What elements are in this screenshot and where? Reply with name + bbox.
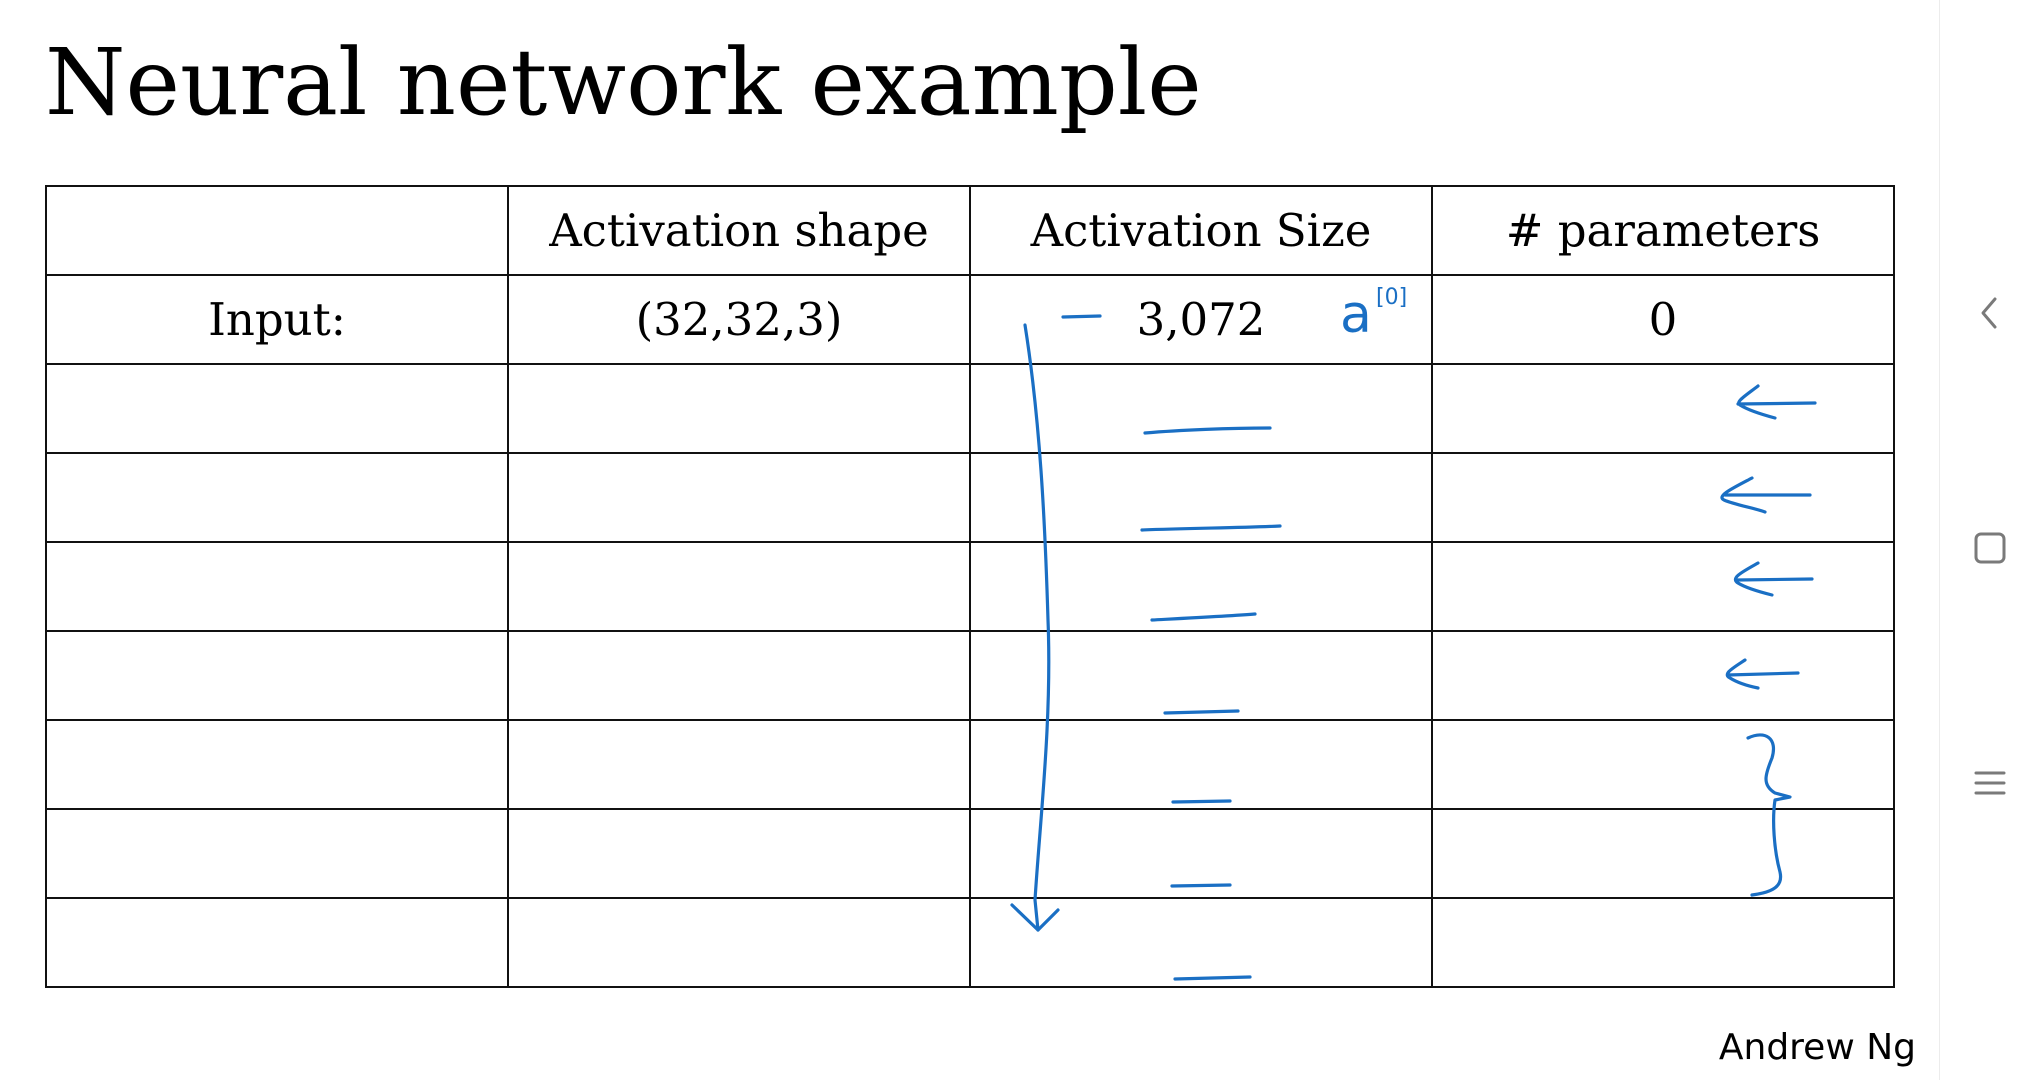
table-cell	[507, 541, 971, 632]
table-header-cell	[45, 185, 509, 276]
table-cell	[969, 897, 1433, 988]
author-credit: Andrew Ng	[1718, 1027, 1916, 1068]
network-table: Activation shape Activation Size # param…	[45, 185, 1895, 988]
table-row	[45, 452, 1895, 543]
table-cell	[45, 897, 509, 988]
table-cell: 3,072	[969, 274, 1433, 365]
table-cell	[507, 630, 971, 721]
table-header-row: Activation shape Activation Size # param…	[45, 185, 1895, 276]
table-row	[45, 719, 1895, 810]
table-cell	[969, 630, 1433, 721]
chevron-left-icon	[1981, 297, 1997, 329]
table-cell	[45, 630, 509, 721]
table-header-cell: # parameters	[1431, 185, 1895, 276]
slide: Neural network example Activation shape …	[45, 29, 1916, 1068]
home-button[interactable]	[1965, 523, 2015, 573]
table-cell	[45, 808, 509, 899]
table-cell	[1431, 897, 1895, 988]
table-cell	[45, 541, 509, 632]
table-cell	[507, 452, 971, 543]
table-cell	[45, 452, 509, 543]
table-row	[45, 363, 1895, 454]
table-cell	[1431, 719, 1895, 810]
table-cell	[45, 719, 509, 810]
table-cell	[45, 363, 509, 454]
table-row	[45, 541, 1895, 632]
table-cell	[507, 719, 971, 810]
table-cell	[1431, 363, 1895, 454]
table-cell: 0	[1431, 274, 1895, 365]
table-header-cell: Activation shape	[507, 185, 971, 276]
table-row	[45, 808, 1895, 899]
table-header-cell: Activation Size	[969, 185, 1433, 276]
table-row	[45, 897, 1895, 988]
table-cell	[969, 719, 1433, 810]
recents-button[interactable]	[1965, 758, 2015, 808]
table-cell	[969, 541, 1433, 632]
table-cell: Input:	[45, 274, 509, 365]
table-cell	[1431, 630, 1895, 721]
table-cell	[507, 897, 971, 988]
table-cell	[1431, 808, 1895, 899]
table-cell	[969, 808, 1433, 899]
table-row: Input: (32,32,3) 3,072 0	[45, 274, 1895, 365]
table-cell	[507, 363, 971, 454]
table-cell	[969, 363, 1433, 454]
menu-lines-icon	[1974, 771, 2006, 795]
table-cell: (32,32,3)	[507, 274, 971, 365]
table-row	[45, 630, 1895, 721]
square-icon	[1974, 532, 2006, 564]
table-cell	[1431, 452, 1895, 543]
slide-title: Neural network example	[45, 29, 1202, 136]
navigation-sidebar	[1939, 0, 2040, 1080]
table-cell	[1431, 541, 1895, 632]
back-button[interactable]	[1965, 288, 2015, 338]
table-cell	[969, 452, 1433, 543]
table-cell	[507, 808, 971, 899]
